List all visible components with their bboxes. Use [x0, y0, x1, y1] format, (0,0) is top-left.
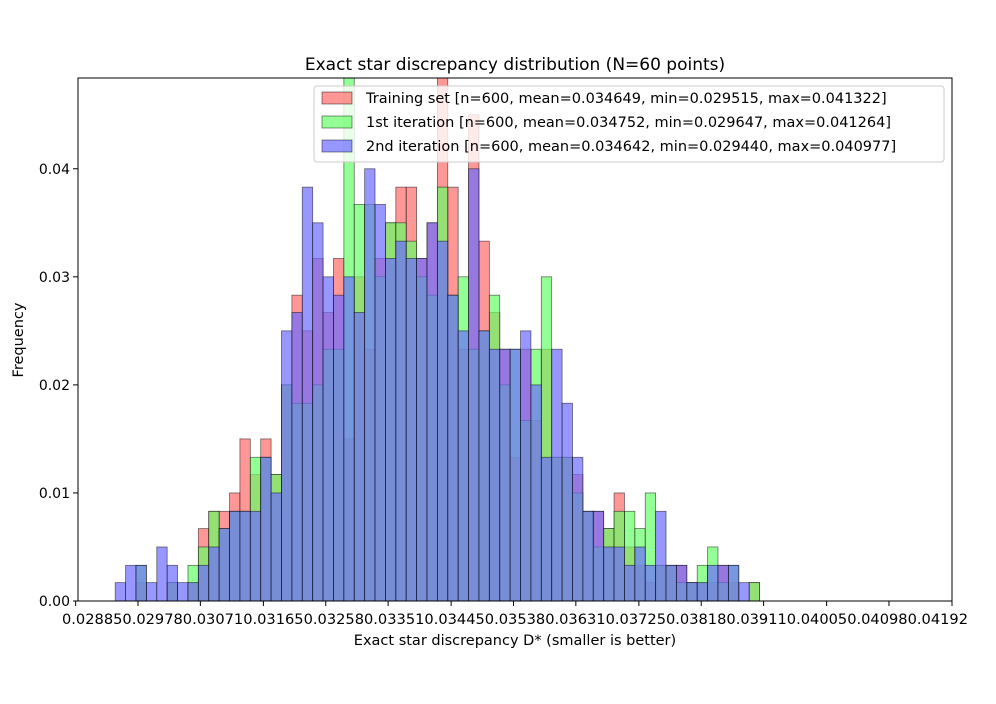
- y-tick-label: 0.04: [39, 162, 70, 178]
- histogram-bar: [156, 546, 168, 601]
- histogram-bar: [239, 510, 251, 601]
- histogram-bar: [592, 510, 605, 601]
- histogram-bar: [322, 276, 334, 601]
- histogram-bar: [499, 348, 511, 601]
- bars-layer: [114, 78, 760, 601]
- histogram-bar: [676, 564, 688, 601]
- histogram-bar: [145, 582, 158, 601]
- histogram-bar: [738, 582, 750, 601]
- legend-label: 1st iteration [n=600, mean=0.034752, min…: [366, 115, 891, 131]
- histogram-bar: [436, 240, 449, 601]
- y-tick-label: 0.03: [39, 270, 70, 286]
- histogram-bar: [551, 348, 563, 601]
- histogram-bar: [478, 330, 490, 601]
- histogram-bar: [426, 222, 438, 601]
- histogram-bar: [385, 258, 397, 601]
- histogram-bar: [572, 456, 584, 601]
- histogram-bar: [561, 402, 573, 601]
- histogram-bar: [727, 564, 740, 601]
- series-3-bars: [114, 168, 750, 601]
- histogram-bar: [291, 312, 303, 601]
- histogram-bar: [395, 240, 407, 601]
- x-axis-title: Exact star discrepancy D* (smaller is be…: [354, 633, 676, 649]
- histogram-bar: [644, 564, 657, 601]
- y-tick-label: 0.02: [39, 378, 70, 394]
- histogram-bar: [114, 582, 127, 601]
- histogram-bar: [405, 258, 418, 601]
- histogram-bar: [530, 384, 542, 601]
- histogram-bar: [260, 456, 272, 601]
- histogram-bar: [468, 168, 480, 601]
- histogram-bar: [343, 276, 355, 601]
- histogram-bar: [509, 348, 521, 601]
- histogram-bar: [312, 222, 324, 601]
- chart-title: Exact star discrepancy distribution (N=6…: [305, 55, 725, 75]
- x-axis: 0.028850.029780.030710.031650.032580.033…: [62, 601, 968, 628]
- histogram-bar: [624, 564, 636, 601]
- histogram-bar: [187, 582, 199, 601]
- histogram-bar: [686, 582, 698, 601]
- histogram-bar: [634, 546, 646, 601]
- histogram-bar: [374, 204, 386, 601]
- histogram-bar: [707, 564, 719, 601]
- histogram-bar: [748, 582, 760, 601]
- histogram-bar: [281, 330, 293, 601]
- histogram-bar: [603, 546, 615, 601]
- y-axis-title: Frequency: [11, 302, 27, 377]
- legend-swatch: [321, 91, 353, 105]
- y-tick-label: 0.01: [39, 486, 70, 502]
- histogram-bar: [540, 456, 553, 601]
- histogram-bar: [665, 564, 677, 601]
- y-tick-label: 0.00: [39, 594, 70, 610]
- histogram-bar: [218, 528, 230, 601]
- histogram-bar: [249, 510, 262, 601]
- x-tick-labels: 0.028850.029780.030710.031650.032580.033…: [62, 612, 968, 628]
- histogram-bar: [520, 330, 532, 601]
- histogram-bar: [333, 294, 345, 601]
- histogram-bar: [270, 492, 282, 601]
- plot-frame: [77, 77, 953, 602]
- histogram-bar: [208, 546, 220, 601]
- histogram-bar: [582, 510, 594, 601]
- histogram-bar: [229, 510, 241, 601]
- legend-swatch: [321, 139, 353, 153]
- legend-label: Training set [n=600, mean=0.034649, min=…: [365, 91, 887, 107]
- histogram-bar: [197, 564, 210, 601]
- histogram-bar: [613, 546, 625, 601]
- histogram-bar: [135, 564, 147, 601]
- histogram-bar: [457, 330, 469, 601]
- histogram-bar: [447, 294, 459, 601]
- histogram-bar: [717, 564, 729, 601]
- legend-swatch: [321, 115, 353, 129]
- legend-label: 2nd iteration [n=600, mean=0.034642, min…: [366, 139, 896, 155]
- y-axis: 0.00 0.01 0.02 0.03 0.04: [39, 162, 78, 610]
- legend-box: [313, 85, 945, 163]
- histogram-bar: [488, 348, 501, 601]
- histogram-bar: [353, 312, 366, 601]
- histogram-bar: [301, 186, 314, 601]
- histogram-bar: [177, 582, 189, 601]
- legend: Training set [n=600, mean=0.034649, min=…: [313, 85, 945, 163]
- histogram-bar: [655, 510, 667, 601]
- histogram-bar: [125, 564, 137, 601]
- histogram-bar: [166, 564, 178, 601]
- histogram-bar: [364, 168, 376, 601]
- histogram-bar: [696, 582, 709, 601]
- histogram-bar: [416, 258, 428, 601]
